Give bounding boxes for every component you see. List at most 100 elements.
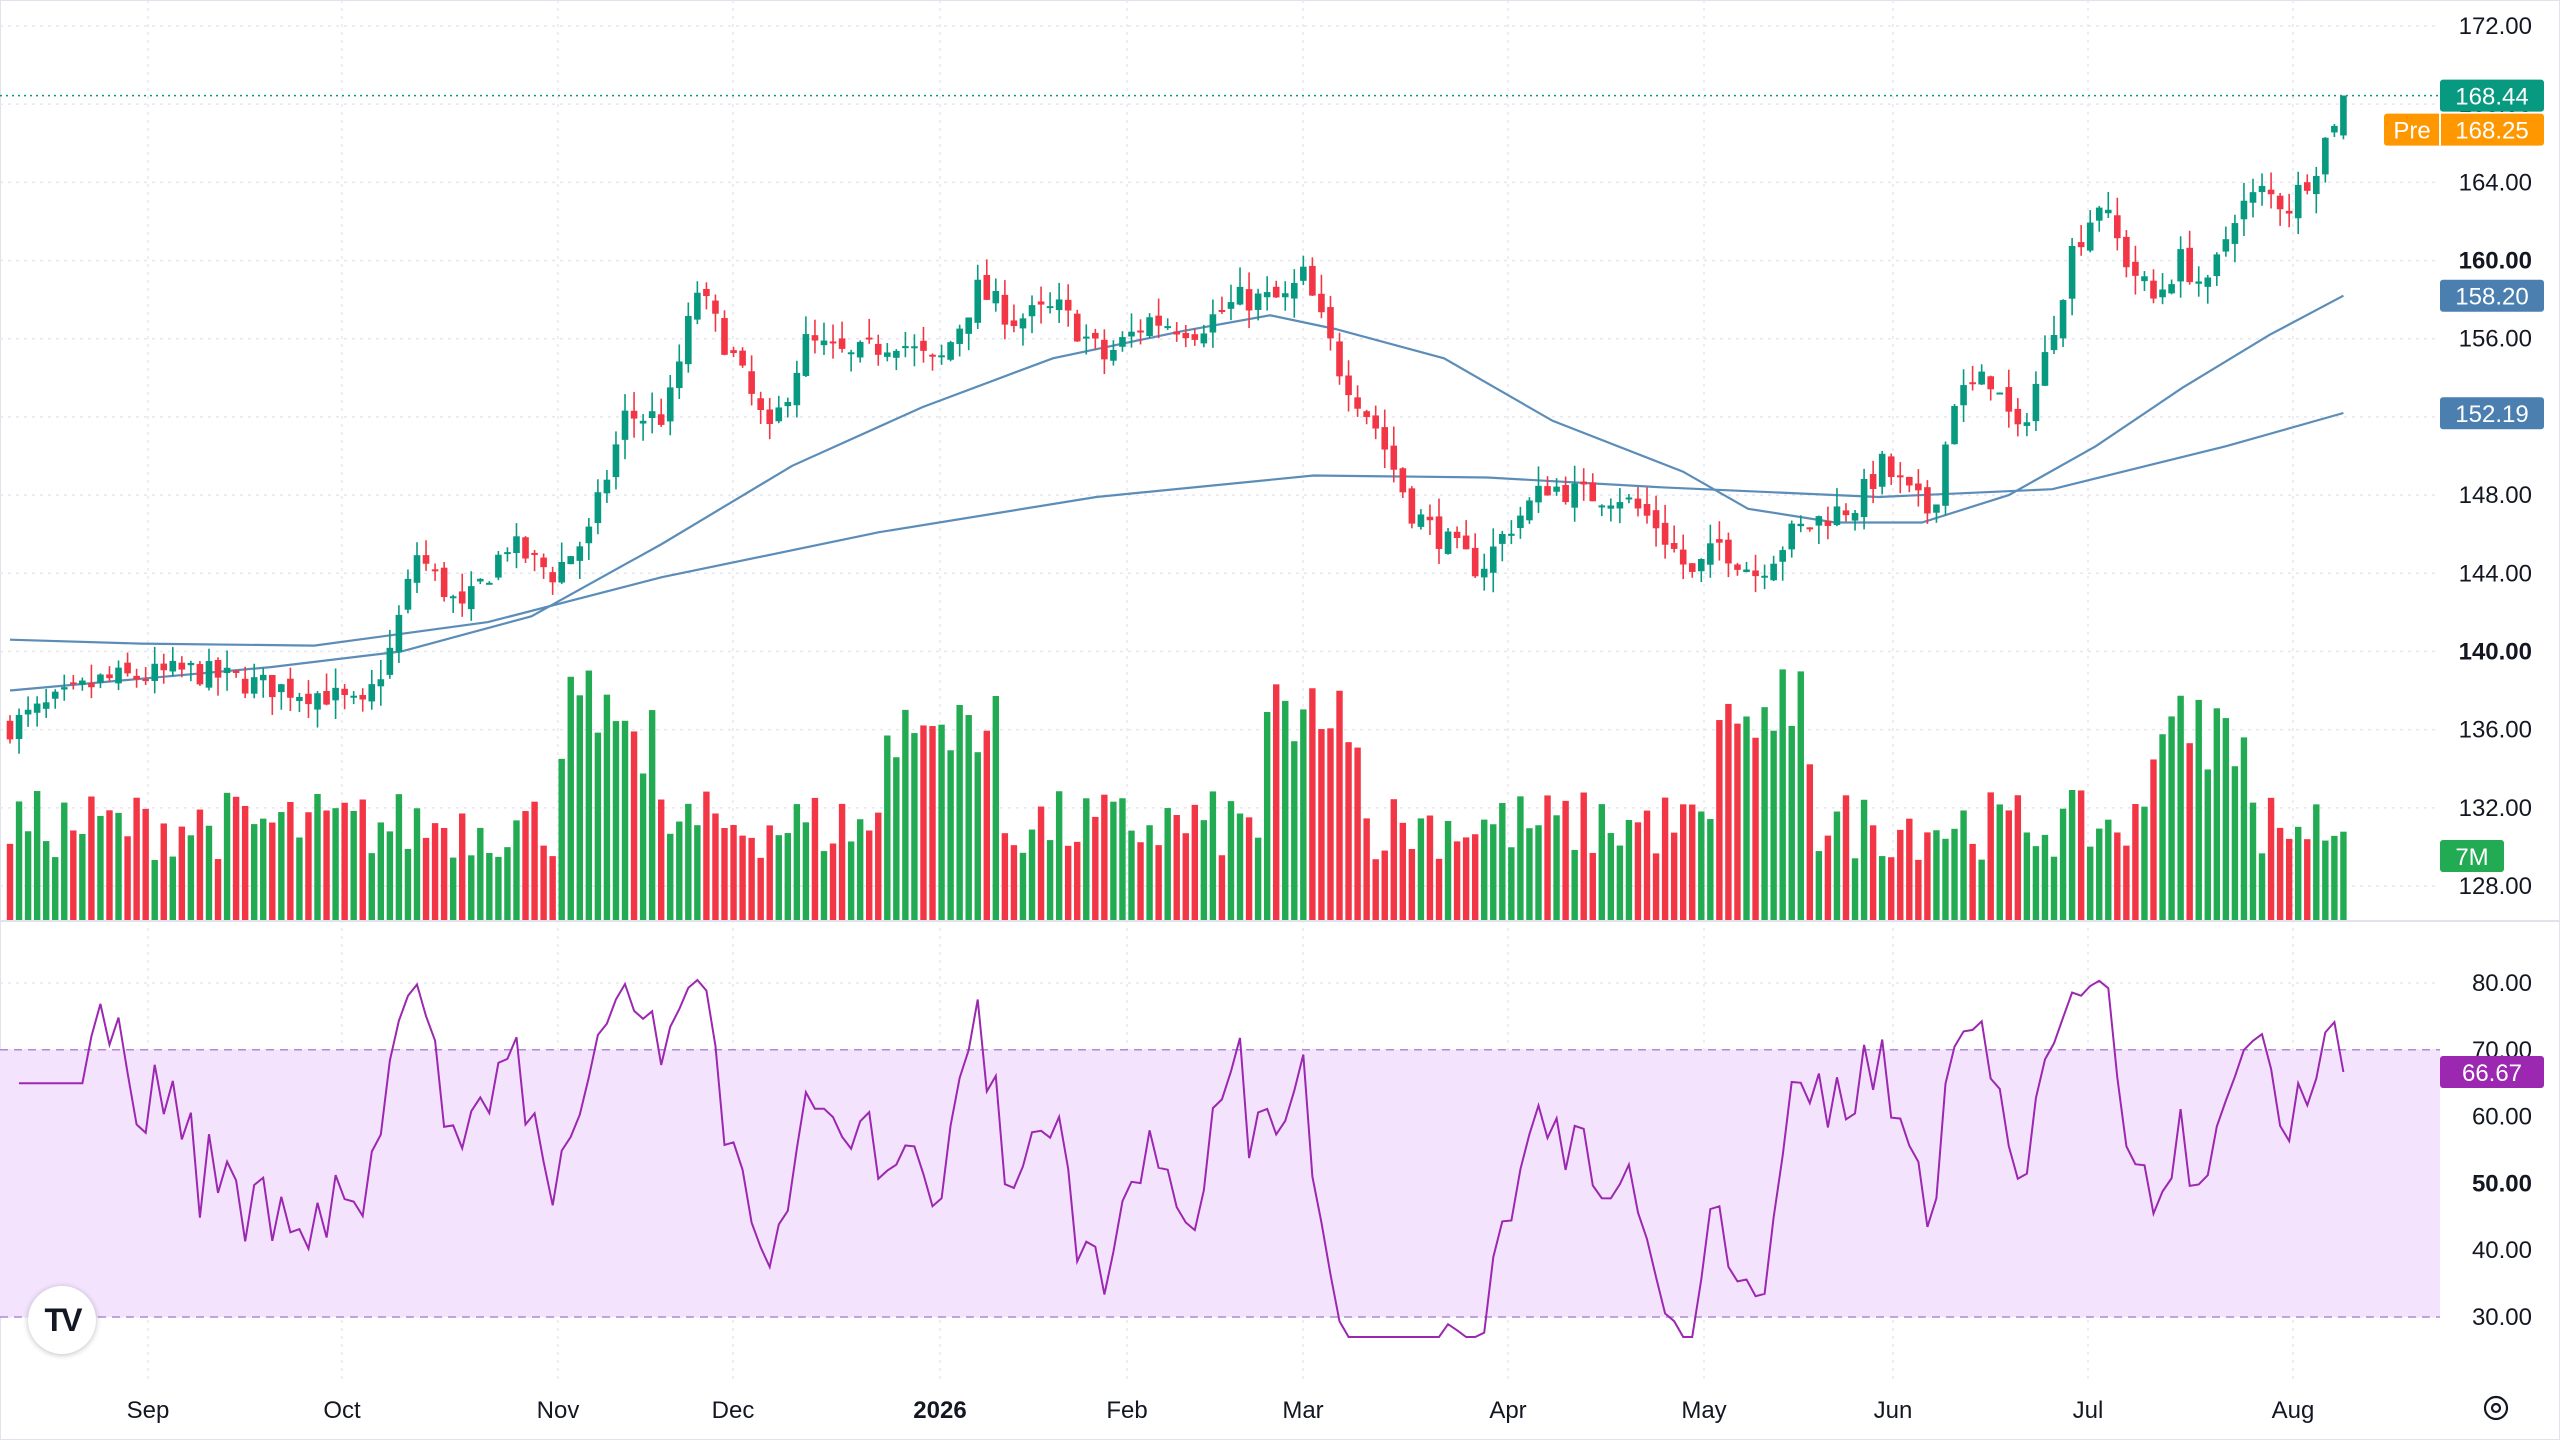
volume-bar	[1616, 845, 1624, 920]
volume-bar	[558, 758, 565, 920]
rsi-value-badge: 66.67	[2440, 1056, 2544, 1089]
candle-body	[2294, 184, 2302, 219]
candle-body	[567, 556, 575, 565]
volume-badge-bg	[2440, 840, 2504, 872]
candle-body	[1553, 486, 1560, 492]
volume-bar	[2159, 734, 2166, 920]
volume-bar	[1236, 813, 1244, 920]
volume-bar	[2141, 806, 2148, 920]
volume-bar	[33, 791, 41, 920]
volume-bar	[1978, 859, 1985, 920]
candle-body	[477, 578, 484, 582]
volume-bar	[1218, 855, 1226, 920]
candle-body	[1426, 516, 1434, 521]
volume-bar	[449, 857, 457, 920]
volume-bar	[1481, 819, 1488, 920]
candle-body	[1327, 307, 1334, 339]
candle-body	[1119, 337, 1126, 347]
volume-bar	[594, 732, 602, 920]
candle-body	[1028, 305, 1036, 317]
candle-body	[1101, 339, 1108, 360]
ma-fast-line	[9, 294, 2344, 692]
volume-bar	[2313, 804, 2320, 920]
candle-body	[2114, 215, 2121, 239]
candle-body	[205, 661, 213, 688]
candle-body	[1019, 318, 1027, 329]
volume-bar	[1173, 815, 1180, 920]
volume-bar	[820, 851, 828, 920]
candle-body	[196, 664, 204, 685]
last-price-badge: 168.44	[2440, 79, 2544, 112]
candle-body	[730, 350, 737, 353]
candle-body	[1471, 547, 1479, 577]
candle-body	[1300, 266, 1307, 281]
volume-bar	[1797, 671, 1804, 920]
candle-body	[929, 354, 936, 357]
tradingview-logo[interactable]: TV	[28, 1286, 96, 1354]
candle-body	[214, 659, 222, 678]
candle-body	[133, 675, 140, 680]
candle-body	[1797, 523, 1805, 527]
volume-bar	[52, 857, 59, 920]
candle-body	[431, 569, 439, 572]
candle-body	[296, 696, 303, 702]
volume-bar	[468, 855, 475, 920]
candle-body	[60, 687, 68, 690]
volume-bar	[2105, 819, 2112, 920]
price-tick-label: 140.00	[2459, 638, 2532, 665]
candle-body	[1227, 302, 1235, 309]
price-tick-label: 128.00	[2459, 873, 2532, 900]
price-tick-label: 136.00	[2459, 717, 2532, 744]
candle-body	[2258, 185, 2266, 193]
volume-bar	[1010, 845, 1018, 920]
candle-body	[1761, 575, 1768, 578]
volume-bar	[332, 808, 339, 920]
volume-bar	[811, 797, 819, 920]
candle-body	[829, 341, 837, 344]
time-tick-label: Dec	[712, 1397, 755, 1424]
last-price-badge-bg	[2440, 79, 2544, 112]
candle-body	[124, 662, 131, 674]
candle-body	[106, 674, 113, 679]
volume-bar	[278, 812, 285, 920]
candle-body	[1915, 483, 1922, 491]
candle-body	[160, 663, 168, 671]
candle-body	[630, 410, 638, 419]
candle-body	[1960, 385, 1967, 406]
candle-body	[2231, 223, 2239, 244]
volume-bar	[2005, 810, 2012, 920]
candle-body	[1453, 531, 1461, 538]
volume-bar	[884, 735, 891, 920]
settings-gear-icon[interactable]	[2480, 1392, 2512, 1424]
candle-body	[368, 684, 376, 702]
candle-body	[467, 586, 475, 610]
volume-bar	[1092, 816, 1099, 920]
volume-bar	[2304, 839, 2311, 920]
candle-body	[974, 279, 982, 323]
volume-bar	[88, 796, 95, 920]
volume-bar	[1110, 801, 1117, 920]
time-tick-label: Jul	[2073, 1397, 2104, 1424]
candle-body	[2041, 352, 2049, 386]
time-tick-label: Feb	[1106, 1397, 1147, 1424]
candle-body	[1670, 543, 1678, 549]
volume-bar	[1996, 804, 2003, 920]
candle-body	[739, 350, 746, 366]
volume-bar	[323, 810, 330, 920]
candle-body	[675, 361, 683, 389]
volume-bar	[1815, 851, 1823, 920]
candle-body	[314, 693, 321, 710]
volume-bar	[893, 757, 900, 920]
time-tick-label: May	[1681, 1397, 1726, 1424]
ma-slow-line	[9, 411, 2344, 647]
volume-bar	[1354, 747, 1361, 920]
volume-bar	[1535, 825, 1542, 920]
volume-bar	[1698, 811, 1705, 920]
ma-fast-badge-bg	[2440, 279, 2544, 312]
candle-body	[1707, 543, 1714, 565]
volume-bar	[413, 808, 421, 920]
volume-bar	[1661, 797, 1669, 920]
candle-body	[1318, 293, 1325, 313]
volume-bar	[1444, 821, 1452, 920]
